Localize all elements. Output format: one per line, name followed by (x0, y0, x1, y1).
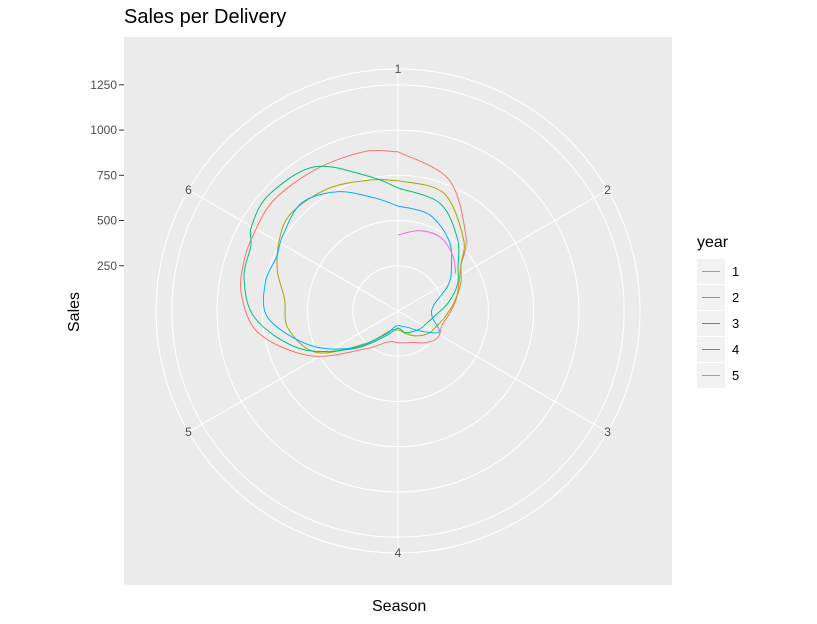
r-tick-label: 750 (97, 168, 117, 182)
r-axis: 250 500 750 1000 1250 (90, 78, 124, 273)
theta-tick-label: 5 (185, 425, 192, 439)
grid-spoke (188, 189, 399, 312)
legend-swatch (702, 271, 720, 272)
series-line-year-3 (243, 165, 460, 353)
legend-label: 3 (732, 316, 740, 331)
legend-swatch (702, 349, 720, 350)
legend-label: 4 (732, 342, 740, 357)
legend-swatch (702, 297, 720, 298)
theta-tick-label: 4 (395, 546, 402, 560)
grid-spoke (397, 189, 608, 312)
theta-tick-label: 1 (395, 62, 402, 76)
legend-key-5 (697, 363, 725, 388)
r-tick-label: 1000 (90, 123, 117, 137)
legend-label: 5 (732, 368, 740, 383)
grid-spoke (188, 310, 399, 433)
r-tick-label: 500 (97, 214, 117, 228)
grid-spoke (397, 310, 608, 433)
theta-tick-label: 3 (604, 425, 611, 439)
legend-swatch (702, 375, 720, 376)
legend-key-1 (697, 259, 725, 284)
legend-label: 2 (732, 290, 740, 305)
grid-layer (155, 68, 641, 554)
x-axis-title: Season (372, 598, 427, 615)
legend-key-3 (697, 311, 725, 336)
legend-key-2 (697, 285, 725, 310)
legend-swatch (702, 323, 720, 324)
y-axis-title: Sales (66, 291, 83, 332)
chart-title: Sales per Delivery (124, 6, 287, 28)
r-tick-label: 1250 (90, 78, 117, 92)
theta-labels: 1 2 3 4 5 6 (185, 62, 611, 560)
r-tick-label: 250 (97, 259, 117, 273)
series-line-year-5 (397, 230, 457, 274)
series-layer (239, 149, 467, 357)
series-line-year-1 (239, 149, 467, 357)
legend-key-4 (697, 337, 725, 362)
theta-tick-label: 2 (604, 183, 611, 197)
legend-label: 1 (732, 264, 740, 279)
series-line-year-2 (276, 179, 465, 354)
legend-title: year (697, 234, 729, 251)
theta-tick-label: 6 (185, 183, 192, 197)
series-line-year-4 (262, 191, 453, 350)
